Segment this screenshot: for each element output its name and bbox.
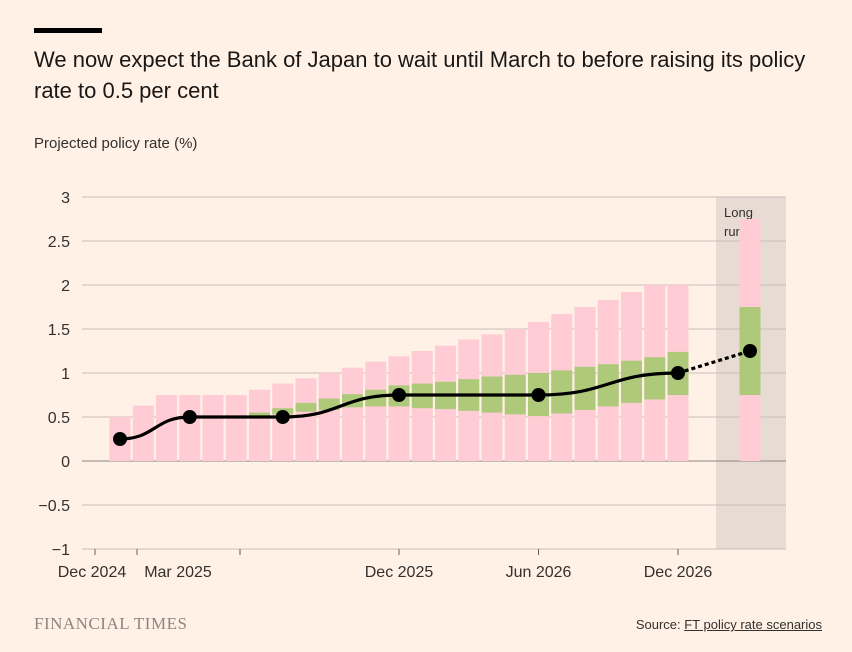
central-point (531, 388, 546, 402)
y-tick-label: 2 (61, 278, 70, 295)
x-tick-label: Mar 2025 (144, 564, 212, 581)
chart-subtitle: Projected policy rate (%) (34, 135, 198, 152)
central-point (671, 366, 685, 380)
range-bar-outer (179, 395, 201, 461)
central-point (113, 432, 127, 446)
central-point (275, 410, 290, 424)
ft-brand-logo: FINANCIAL TIMES (34, 614, 188, 633)
range-bar-inner (295, 402, 317, 412)
x-tick-label: Dec 2026 (644, 564, 713, 581)
range-bar-inner (249, 412, 270, 417)
source-prefix: Source: (635, 617, 685, 632)
header-rule (34, 28, 102, 33)
range-bar-inner (365, 389, 387, 407)
y-tick-label: 1.5 (48, 322, 70, 339)
range-bar-outer (249, 389, 270, 461)
range-bar-inner (318, 398, 340, 410)
long-run-label: run (724, 224, 743, 239)
x-tick-label: Dec 2024 (58, 564, 127, 581)
y-tick-label: 0.5 (48, 410, 70, 427)
source-note: Source: FT policy rate scenarios (636, 617, 822, 632)
x-tick-label: Jun 2026 (506, 564, 572, 581)
x-axis: Dec 2024 Mar 2025 Dec 2025 Jun 2026 Dec 2026 (58, 549, 713, 581)
y-tick-label: −1 (52, 542, 70, 559)
long-run-dashed-line (677, 349, 751, 375)
range-bar-outer (295, 378, 317, 461)
y-tick-label: 3 (61, 190, 70, 207)
range-bars (109, 219, 761, 461)
range-bar-outer (388, 356, 410, 461)
y-tick-label: 2.5 (48, 234, 70, 251)
range-bar-inner (621, 360, 642, 403)
chart-title: We now expect the Bank of Japan to wait … (34, 47, 806, 103)
x-tick-label: Dec 2025 (365, 564, 434, 581)
central-path-group (113, 344, 757, 446)
y-tick-label: −0.5 (38, 498, 70, 515)
long-run-point (743, 344, 757, 358)
central-point (182, 410, 197, 424)
range-bar-inner (551, 370, 573, 414)
range-bar-inner (574, 366, 596, 410)
central-point (392, 388, 406, 402)
range-bar-outer (202, 395, 224, 461)
range-bar-outer (156, 395, 177, 461)
range-bar-inner (644, 357, 666, 400)
source-link[interactable]: FT policy rate scenarios (684, 617, 822, 632)
y-tick-label: 1 (61, 366, 70, 383)
y-tick-label: 0 (61, 454, 70, 471)
range-bar-outer (365, 361, 387, 461)
range-bar-outer (342, 367, 363, 461)
range-bar-outer (318, 373, 340, 461)
long-run-label: Long (724, 205, 753, 220)
range-bar-outer (225, 395, 247, 461)
